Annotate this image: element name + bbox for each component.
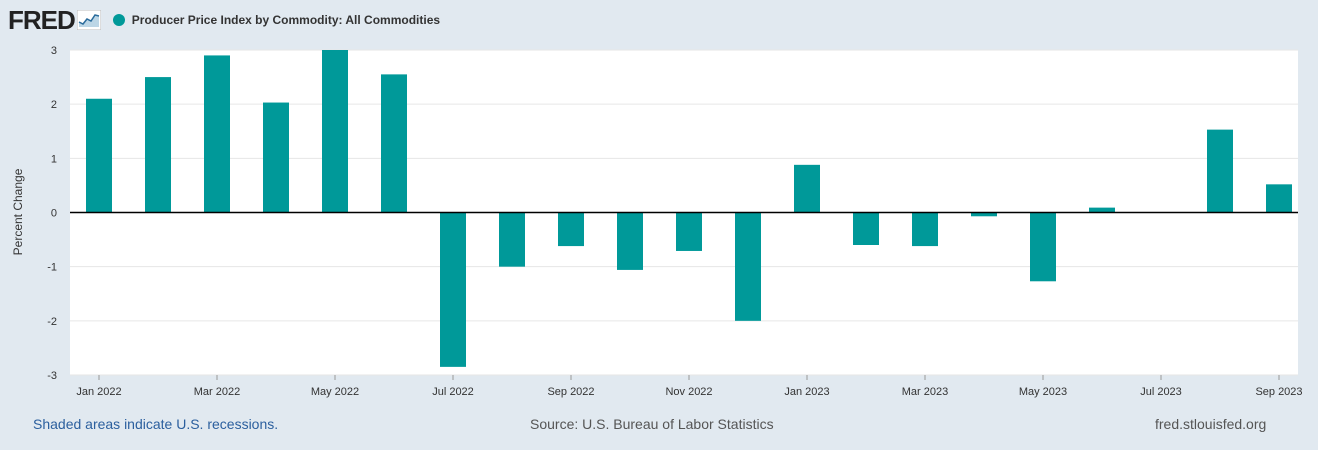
fred-logo-graph-icon <box>76 10 101 30</box>
x-tick-label: May 2022 <box>311 386 359 398</box>
chart-canvas: 3 2 1 0 -1 -2 -3 Jan 2022 Mar 2022 May 2022 Jul 2… <box>11 45 1303 398</box>
x-tick-label: Mar 2023 <box>902 386 948 398</box>
y-tick-label: 2 <box>51 99 57 111</box>
bar-jul-2022[interactable] <box>440 212 466 367</box>
x-tick-label: May 2023 <box>1019 386 1067 398</box>
legend-series-label: Producer Price Index by Commodity: All C… <box>131 13 441 27</box>
x-tick-label: Jan 2022 <box>76 386 121 398</box>
fred-site-link[interactable]: fred.stlouisfed.org <box>1155 416 1267 432</box>
fred-logo[interactable]: FRED <box>8 5 76 35</box>
bar-feb-2023[interactable] <box>853 212 879 246</box>
y-axis-label: Percent Change <box>11 168 25 255</box>
source-note: Source: U.S. Bureau of Labor Statistics <box>530 416 774 432</box>
x-tick-label: Jul 2023 <box>1140 386 1182 398</box>
bar-mar-2023[interactable] <box>912 212 938 247</box>
chart-header: FRED Producer Price Index by Commodity: … <box>8 6 440 34</box>
x-axis: Jan 2022 Mar 2022 May 2022 Jul 2022 Sep 2022… <box>76 375 1303 398</box>
bar-nov-2022[interactable] <box>676 212 702 251</box>
y-tick-label: -2 <box>47 316 57 328</box>
bar-feb-2022[interactable] <box>145 77 171 213</box>
y-tick-label: 1 <box>51 153 57 165</box>
bar-aug-2023[interactable] <box>1207 129 1233 213</box>
bar-sep-2023[interactable] <box>1266 184 1292 213</box>
x-tick-label: Jan 2023 <box>784 386 829 398</box>
bar-series <box>86 50 1292 367</box>
bar-aug-2022[interactable] <box>499 212 525 267</box>
y-tick-label: -3 <box>47 370 57 382</box>
bar-mar-2022[interactable] <box>204 55 230 213</box>
bar-jun-2022[interactable] <box>381 74 407 213</box>
x-tick-label: Jul 2022 <box>432 386 474 398</box>
bar-apr-2022[interactable] <box>263 102 289 213</box>
bar-sep-2022[interactable] <box>558 212 584 247</box>
y-tick-label: 0 <box>51 208 57 220</box>
bar-may-2022[interactable] <box>322 50 348 213</box>
chart-legend[interactable]: Producer Price Index by Commodity: All C… <box>112 13 441 27</box>
bar-jan-2023[interactable] <box>794 164 820 213</box>
x-tick-label: Sep 2022 <box>547 386 594 398</box>
bar-oct-2022[interactable] <box>617 212 643 270</box>
x-tick-label: Sep 2023 <box>1255 386 1302 398</box>
y-tick-label: -1 <box>47 262 57 274</box>
x-tick-label: Mar 2022 <box>194 386 240 398</box>
bar-jan-2022[interactable] <box>86 98 112 213</box>
y-tick-label: 3 <box>51 45 57 57</box>
bar-apr-2023[interactable] <box>971 212 997 217</box>
bar-may-2023[interactable] <box>1030 212 1056 282</box>
bar-dec-2022[interactable] <box>735 212 761 321</box>
x-tick-label: Nov 2022 <box>665 386 712 398</box>
legend-series-marker <box>112 14 125 26</box>
recession-note-link[interactable]: Shaded areas indicate U.S. recessions. <box>33 416 279 432</box>
bar-jun-2023[interactable] <box>1089 207 1115 213</box>
y-axis: 3 2 1 0 -1 -2 -3 <box>47 45 57 382</box>
